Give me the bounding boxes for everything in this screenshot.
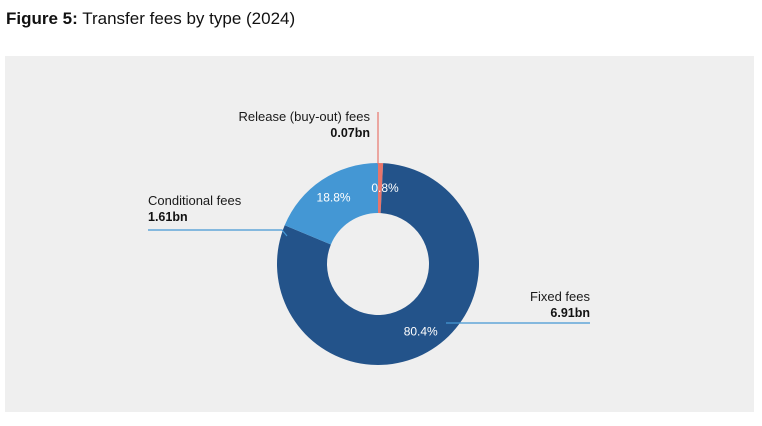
release-label: Release (buy-out) fees — [238, 109, 370, 124]
figure-title: Figure 5: Transfer fees by type (2024) — [6, 9, 295, 29]
conditional-label: Conditional fees — [148, 193, 242, 208]
conditional-leader-line — [148, 229, 288, 237]
slice-percent-conditional: 18.8% — [317, 190, 351, 204]
donut-slices — [277, 163, 479, 365]
slice-conditional — [284, 163, 378, 245]
slice-fixed — [277, 163, 479, 365]
fixed-value: 6.91bn — [550, 306, 590, 320]
fixed-label: Fixed fees — [530, 289, 590, 304]
conditional-value: 1.61bn — [148, 210, 188, 224]
slice-percent-release: 0.8% — [371, 181, 399, 195]
figure-number: Figure 5: — [6, 9, 78, 28]
figure-title-text: Transfer fees by type (2024) — [82, 9, 296, 28]
release-value: 0.07bn — [330, 126, 370, 140]
slice-release — [378, 163, 384, 214]
slice-percent-fixed: 80.4% — [404, 325, 438, 339]
